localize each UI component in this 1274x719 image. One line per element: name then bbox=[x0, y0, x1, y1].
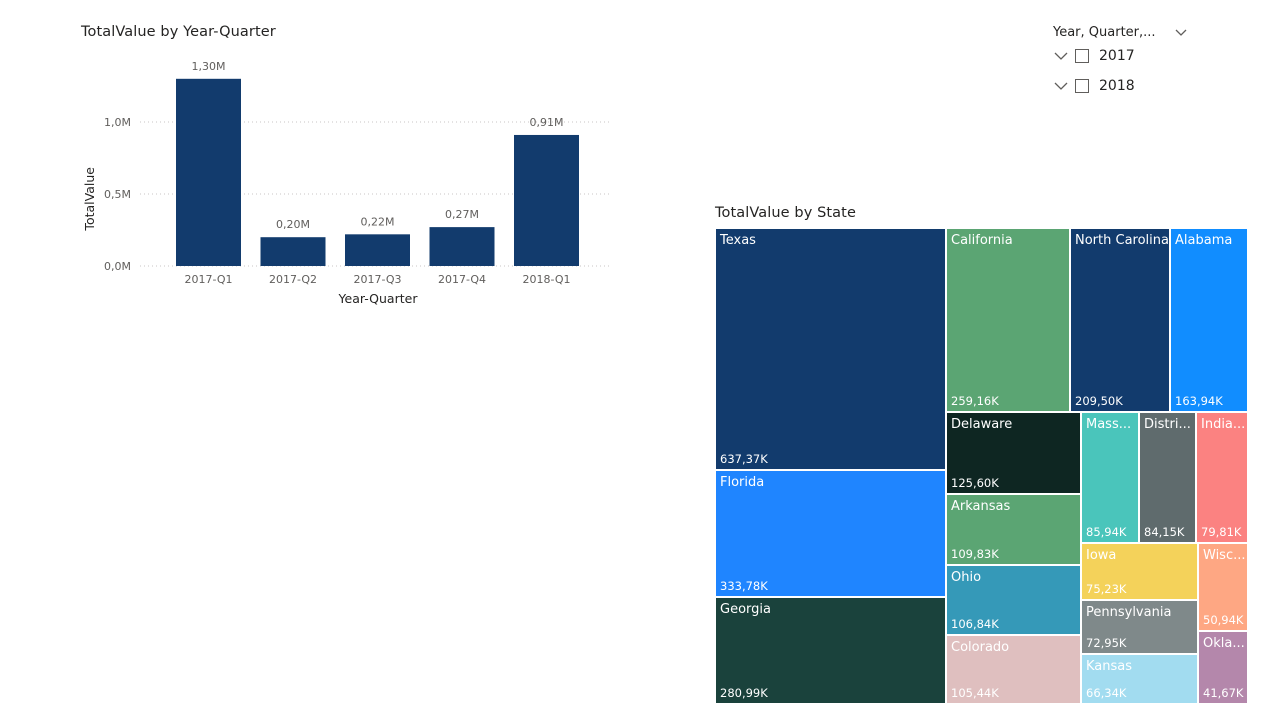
chevron-down-icon[interactable] bbox=[1174, 26, 1188, 40]
treemap-tile-value: 209,50K bbox=[1075, 394, 1123, 408]
treemap-tile-value: 637,37K bbox=[720, 452, 768, 466]
treemap-tile[interactable]: Delaware 125,60K bbox=[946, 412, 1081, 494]
data-label: 0,20M bbox=[276, 218, 310, 231]
treemap-tile-value: 79,81K bbox=[1201, 525, 1242, 539]
bar-chart: 0,0M 0,5M 1,0M TotalValue 1,30M 2017-Q1 0,20M 2… bbox=[82, 60, 612, 306]
treemap-tile[interactable]: Arkansas 109,83K bbox=[946, 494, 1081, 565]
treemap-tile-value: 84,15K bbox=[1144, 525, 1185, 539]
bar bbox=[345, 234, 410, 266]
treemap-tile[interactable]: Georgia 280,99K bbox=[715, 597, 946, 704]
data-label: 0,22M bbox=[361, 215, 395, 228]
treemap-tile-name: Kansas bbox=[1086, 659, 1133, 674]
data-label: 0,27M bbox=[445, 208, 479, 221]
treemap-tile-value: 75,23K bbox=[1086, 582, 1127, 596]
treemap-tile[interactable]: Okla... 41,67K bbox=[1198, 631, 1248, 704]
bar-chart-title: TotalValue by Year-Quarter bbox=[81, 24, 276, 40]
bar bbox=[429, 227, 495, 266]
treemap-tile-name: Iowa bbox=[1086, 548, 1117, 563]
treemap-tile-value: 163,94K bbox=[1175, 394, 1223, 408]
treemap-title: TotalValue by State bbox=[715, 205, 856, 221]
treemap-tile-value: 85,94K bbox=[1086, 525, 1127, 539]
treemap-tile-name: Mass... bbox=[1086, 417, 1132, 432]
treemap-tile-value: 280,99K bbox=[720, 686, 768, 700]
slicer-item-label: 2018 bbox=[1099, 78, 1135, 94]
treemap-tile-name: Ohio bbox=[951, 570, 982, 585]
treemap-tile[interactable]: Alabama 163,94K bbox=[1170, 228, 1248, 412]
treemap-tile-name: Arkansas bbox=[951, 499, 1011, 514]
treemap-tile[interactable]: Ohio 106,84K bbox=[946, 565, 1081, 635]
treemap-tile-value: 105,44K bbox=[951, 686, 999, 700]
treemap-tile[interactable]: Pennsylvania 72,95K bbox=[1081, 600, 1198, 654]
y-tick-label: 0,0M bbox=[104, 260, 131, 273]
x-tick-label: 2017-Q3 bbox=[353, 273, 401, 286]
treemap-tile[interactable]: Wisc... 50,94K bbox=[1198, 543, 1248, 631]
bar bbox=[514, 134, 579, 266]
treemap-tile-value: 106,84K bbox=[951, 617, 999, 631]
treemap-tile-value: 125,60K bbox=[951, 476, 999, 490]
treemap-tile[interactable]: Colorado 105,44K bbox=[946, 635, 1081, 704]
y-axis-title: TotalValue bbox=[82, 167, 97, 232]
slicer-item-label: 2017 bbox=[1099, 48, 1135, 64]
slicer-item-2017[interactable]: 2017 bbox=[1053, 44, 1188, 68]
y-tick-label: 1,0M bbox=[104, 116, 131, 129]
treemap-tile-name: Pennsylvania bbox=[1086, 605, 1172, 620]
treemap-tile[interactable]: Florida 333,78K bbox=[715, 470, 946, 597]
treemap-tile-name: Colorado bbox=[951, 640, 1010, 655]
year-quarter-slicer: Year, Quarter,... 2017 2018 bbox=[1053, 25, 1188, 98]
treemap-tile[interactable]: Mass... 85,94K bbox=[1081, 412, 1139, 543]
treemap-tile-name: Alabama bbox=[1175, 233, 1233, 248]
treemap-tile[interactable]: Iowa 75,23K bbox=[1081, 543, 1198, 600]
data-label: 1,30M bbox=[192, 60, 226, 73]
expand-chevron-icon[interactable] bbox=[1053, 78, 1069, 94]
treemap-tile[interactable]: Kansas 66,34K bbox=[1081, 654, 1198, 704]
treemap-tile-value: 333,78K bbox=[720, 579, 768, 593]
treemap-tile-value: 66,34K bbox=[1086, 686, 1127, 700]
slicer-item-2018[interactable]: 2018 bbox=[1053, 74, 1188, 98]
treemap-tile[interactable]: California 259,16K bbox=[946, 228, 1070, 412]
treemap-tile-name: California bbox=[951, 233, 1013, 248]
bar bbox=[176, 78, 241, 266]
treemap-tile-name: Florida bbox=[720, 475, 765, 490]
x-tick-label: 2018-Q1 bbox=[522, 273, 570, 286]
treemap-tile-name: Okla... bbox=[1203, 636, 1245, 651]
treemap-tile-value: 72,95K bbox=[1086, 636, 1127, 650]
expand-chevron-icon[interactable] bbox=[1053, 48, 1069, 64]
treemap-tile[interactable]: Texas 637,37K bbox=[715, 228, 946, 470]
treemap-tile-name: Texas bbox=[720, 233, 756, 248]
treemap-tile-name: India... bbox=[1201, 417, 1246, 432]
treemap-tile-name: North Carolina bbox=[1075, 233, 1169, 248]
x-axis-title: Year-Quarter bbox=[338, 291, 419, 306]
treemap-tile-value: 50,94K bbox=[1203, 613, 1244, 627]
treemap-tile-name: Wisc... bbox=[1203, 548, 1246, 563]
x-tick-label: 2017-Q1 bbox=[184, 273, 232, 286]
y-tick-label: 0,5M bbox=[104, 188, 131, 201]
treemap-tile[interactable]: India... 79,81K bbox=[1196, 412, 1248, 543]
treemap-tile-value: 41,67K bbox=[1203, 686, 1244, 700]
treemap-tile-name: Distri... bbox=[1144, 417, 1191, 432]
treemap-tile-value: 109,83K bbox=[951, 547, 999, 561]
x-tick-label: 2017-Q2 bbox=[269, 273, 317, 286]
treemap-tile[interactable]: North Carolina 209,50K bbox=[1070, 228, 1170, 412]
treemap-tile-name: Georgia bbox=[720, 602, 771, 617]
data-label: 0,91M bbox=[530, 116, 564, 129]
checkbox[interactable] bbox=[1075, 79, 1089, 93]
bar bbox=[260, 237, 326, 266]
treemap-tile-name: Delaware bbox=[951, 417, 1013, 432]
treemap-tile-value: 259,16K bbox=[951, 394, 999, 408]
treemap-tile[interactable]: Distri... 84,15K bbox=[1139, 412, 1196, 543]
x-tick-label: 2017-Q4 bbox=[438, 273, 486, 286]
checkbox[interactable] bbox=[1075, 49, 1089, 63]
slicer-header: Year, Quarter,... bbox=[1053, 25, 1156, 40]
